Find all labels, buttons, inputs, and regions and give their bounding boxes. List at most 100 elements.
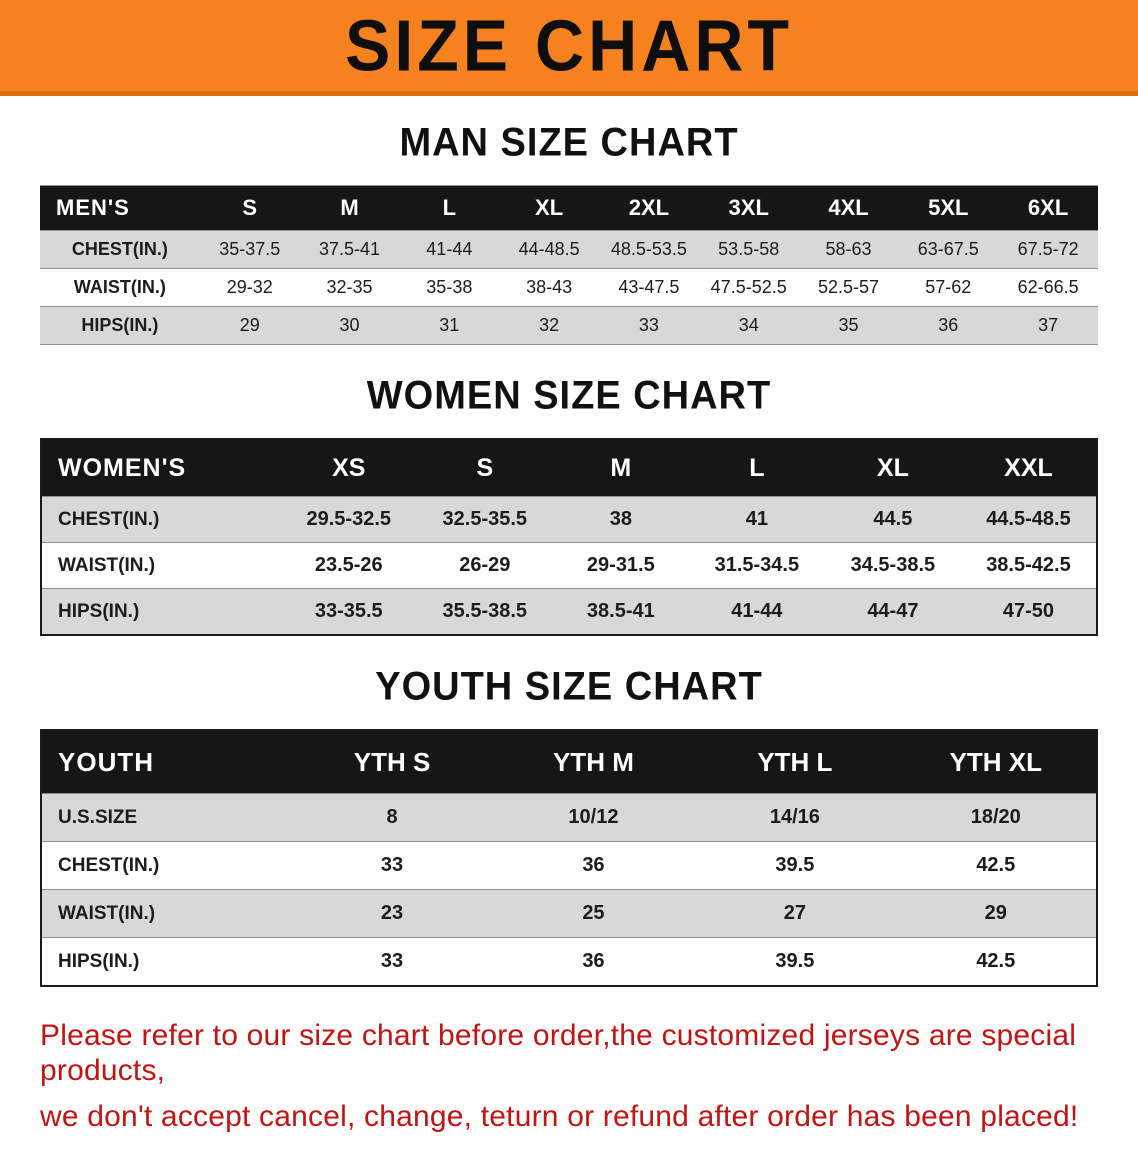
women-size-chart-heading: WOMEN SIZE CHART — [366, 374, 772, 418]
size-column-header: 2XL — [599, 185, 699, 231]
value-cell: 58-63 — [798, 230, 899, 269]
size-column-header: M — [299, 185, 400, 231]
size-column-header: L — [399, 185, 500, 231]
value-cell: 35-37.5 — [199, 230, 300, 269]
value-cell: 37.5-41 — [299, 230, 400, 269]
size-chart-banner: SIZE CHART — [0, 0, 1138, 96]
table-row: WAIST(IN.) 29-32 32-35 35-38 38-43 43-47.5 47.… — [40, 268, 1098, 307]
disclaimer-line-1: Please refer to our size chart before or… — [40, 1019, 1077, 1087]
value-cell: 37 — [998, 306, 1098, 345]
value-cell: 42.5 — [895, 841, 1097, 890]
value-cell: 30 — [299, 306, 400, 345]
value-cell: 33 — [291, 937, 493, 987]
youth-size-table: YOUTH YTH S YTH M YTH L YTH XL U.S.SIZE 8 10/12… — [40, 729, 1098, 987]
value-cell: 32.5-35.5 — [416, 496, 553, 543]
man-size-chart-heading: MAN SIZE CHART — [399, 121, 739, 165]
value-cell: 33-35.5 — [280, 588, 417, 636]
size-column-header: YTH M — [492, 730, 695, 794]
size-column-header: YTH XL — [895, 730, 1097, 794]
value-cell: 14/16 — [694, 793, 896, 842]
value-cell: 36 — [492, 937, 695, 987]
value-cell: 42.5 — [895, 937, 1097, 987]
table-row: WAIST(IN.) 23 25 27 29 — [41, 889, 1097, 938]
value-cell: 34.5-38.5 — [824, 542, 961, 589]
size-column-header: 5XL — [898, 185, 999, 231]
disclaimer-line-2: we don't accept cancel, change, teturn o… — [40, 1100, 1079, 1133]
table-label-header: MEN'S — [40, 185, 200, 231]
table-label-header: YOUTH — [41, 730, 292, 794]
value-cell: 44.5 — [824, 496, 961, 543]
value-cell: 31 — [399, 306, 500, 345]
page-title: SIZE CHART — [345, 5, 793, 86]
value-cell: 36 — [492, 841, 695, 890]
value-cell: 23.5-26 — [280, 542, 417, 589]
header-row: WOMEN'S XS S M L XL XXL — [41, 439, 1097, 497]
header-row: MEN'S S M L XL 2XL 3XL 4XL 5XL 6XL — [40, 185, 1098, 231]
row-label-cell: HIPS(IN.) — [40, 306, 200, 345]
row-label-cell: CHEST(IN.) — [40, 230, 200, 269]
row-label-cell: WAIST(IN.) — [40, 268, 200, 307]
row-label-cell: WAIST(IN.) — [41, 542, 281, 589]
size-column-header: XXL — [960, 439, 1097, 497]
value-cell: 44.5-48.5 — [960, 496, 1097, 543]
disclaimer: Please refer to our size chart before or… — [40, 1019, 1098, 1135]
value-cell: 27 — [694, 889, 896, 938]
table-row: U.S.SIZE 8 10/12 14/16 18/20 — [41, 793, 1097, 842]
size-column-header: XL — [499, 185, 600, 231]
men-size-table: MEN'S S M L XL 2XL 3XL 4XL 5XL 6XL CHEST(IN.) 35-37… — [40, 185, 1098, 345]
value-cell: 43-47.5 — [599, 268, 699, 307]
value-cell: 38-43 — [499, 268, 600, 307]
table-row: CHEST(IN.) 29.5-32.5 32.5-35.5 38 41 44.5 44.5… — [41, 496, 1097, 543]
value-cell: 38.5-42.5 — [960, 542, 1097, 589]
size-column-header: S — [199, 185, 300, 231]
size-column-header: XL — [824, 439, 961, 497]
youth-size-chart-section: YOUTH SIZE CHART YOUTH YTH S YTH M YTH L YTH… — [0, 665, 1138, 987]
value-cell: 29 — [199, 306, 300, 345]
row-label-cell: CHEST(IN.) — [41, 496, 281, 543]
value-cell: 35 — [798, 306, 899, 345]
value-cell: 35.5-38.5 — [416, 588, 553, 636]
value-cell: 29-31.5 — [552, 542, 689, 589]
value-cell: 41-44 — [688, 588, 825, 636]
size-column-header: XS — [280, 439, 417, 497]
value-cell: 41-44 — [399, 230, 500, 269]
value-cell: 26-29 — [416, 542, 553, 589]
value-cell: 33 — [599, 306, 699, 345]
women-size-chart-section: WOMEN SIZE CHART WOMEN'S XS S M L XL XXL CHEST(… — [0, 374, 1138, 636]
table-row: CHEST(IN.) 35-37.5 37.5-41 41-44 44-48.5 48.5… — [40, 230, 1098, 269]
value-cell: 53.5-58 — [698, 230, 799, 269]
row-label-cell: HIPS(IN.) — [41, 937, 292, 987]
value-cell: 8 — [291, 793, 493, 842]
row-label-cell: WAIST(IN.) — [41, 889, 292, 938]
value-cell: 29.5-32.5 — [280, 496, 417, 543]
value-cell: 23 — [291, 889, 493, 938]
youth-size-chart-heading: YOUTH SIZE CHART — [375, 665, 763, 709]
value-cell: 32 — [499, 306, 600, 345]
value-cell: 29-32 — [199, 268, 300, 307]
women-size-table: WOMEN'S XS S M L XL XXL CHEST(IN.) 29.5-32.5 32.5… — [40, 438, 1098, 636]
table-row: WAIST(IN.) 23.5-26 26-29 29-31.5 31.5-34.5 34… — [41, 542, 1097, 589]
row-label-cell: HIPS(IN.) — [41, 588, 281, 636]
value-cell: 63-67.5 — [898, 230, 999, 269]
value-cell: 47.5-52.5 — [698, 268, 799, 307]
value-cell: 36 — [898, 306, 999, 345]
header-row: YOUTH YTH S YTH M YTH L YTH XL — [41, 730, 1097, 794]
size-column-header: YTH S — [291, 730, 493, 794]
value-cell: 29 — [895, 889, 1097, 938]
man-size-chart-section: MAN SIZE CHART MEN'S S M L XL 2XL 3XL 4XL 5XL 6XL… — [0, 121, 1138, 345]
table-row: HIPS(IN.) 33-35.5 35.5-38.5 38.5-41 41-44 44-… — [41, 588, 1097, 636]
row-label-cell: U.S.SIZE — [41, 793, 292, 842]
size-column-header: S — [416, 439, 553, 497]
table-row: HIPS(IN.) 29 30 31 32 33 34 35 36 37 — [40, 306, 1098, 345]
value-cell: 39.5 — [694, 937, 896, 987]
size-column-header: M — [552, 439, 689, 497]
value-cell: 38.5-41 — [552, 588, 689, 636]
value-cell: 31.5-34.5 — [688, 542, 825, 589]
value-cell: 34 — [698, 306, 799, 345]
value-cell: 48.5-53.5 — [599, 230, 699, 269]
value-cell: 38 — [552, 496, 689, 543]
value-cell: 47-50 — [960, 588, 1097, 636]
table-row: HIPS(IN.) 33 36 39.5 42.5 — [41, 937, 1097, 987]
value-cell: 35-38 — [399, 268, 500, 307]
